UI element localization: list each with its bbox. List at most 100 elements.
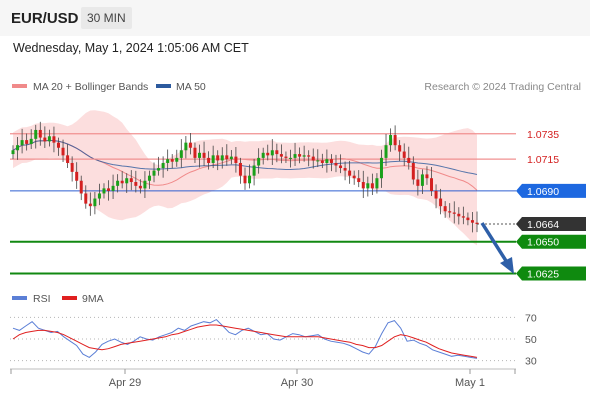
candle-body	[261, 152, 265, 158]
candle-body	[439, 198, 443, 207]
candle-body	[56, 142, 60, 148]
ma50-legend-label: MA 50	[176, 81, 206, 93]
candle-body	[29, 138, 33, 144]
candle-body	[175, 157, 179, 162]
rsi-tick-label: 50	[525, 334, 537, 346]
candle-body	[443, 206, 447, 212]
candle-body	[398, 145, 402, 152]
resistance-label: 1.0735	[527, 129, 559, 141]
candle-body	[193, 147, 197, 158]
candle-body	[466, 217, 470, 221]
candle-body	[138, 185, 142, 189]
candle-body	[402, 151, 406, 158]
candle-body	[184, 142, 188, 151]
candle-body	[234, 156, 238, 163]
rsi-line	[12, 318, 478, 359]
candle-body	[284, 156, 288, 158]
candle-body	[339, 165, 343, 169]
candle-body	[379, 157, 383, 179]
rsi-legend-swatch	[12, 296, 27, 300]
candle-body	[384, 145, 388, 158]
candle-body	[257, 157, 261, 166]
candle-body	[411, 162, 415, 180]
candle-body	[111, 185, 115, 191]
candle-body	[43, 137, 47, 142]
candle-body	[329, 159, 333, 163]
candle-body	[61, 147, 65, 156]
timeframe-badge[interactable]: 30 MIN	[81, 7, 132, 29]
candle-body	[320, 160, 324, 163]
candle-body	[179, 150, 183, 158]
candle-body	[430, 178, 434, 191]
candle-body	[75, 171, 79, 181]
candle-body	[202, 152, 206, 158]
bollinger-fill	[13, 110, 477, 246]
candle-body	[84, 193, 88, 204]
candle-body	[248, 175, 252, 184]
candlesticks	[11, 121, 479, 233]
candle-body	[266, 152, 270, 156]
candle-body	[375, 178, 379, 189]
candle-body	[275, 150, 279, 155]
candle-body	[420, 174, 424, 186]
x-axis-tick-label: Apr 29	[109, 377, 141, 389]
candle-body	[238, 162, 242, 176]
candle-body	[129, 178, 133, 183]
candle-body	[93, 198, 97, 207]
rsi-ma-legend-label: 9MA	[82, 293, 104, 305]
candle-body	[461, 216, 465, 218]
candle-body	[152, 170, 156, 176]
candle-body	[11, 150, 15, 155]
candle-body	[229, 156, 233, 160]
candle-body	[425, 174, 429, 179]
candle-body	[357, 178, 361, 183]
instrument-label: EUR/USD	[11, 10, 79, 27]
candle-body	[38, 129, 42, 138]
candle-body	[448, 211, 452, 213]
chart-datetime: Wednesday, May 1, 2024 1:05:06 AM CET	[13, 41, 249, 55]
candle-body	[366, 183, 370, 189]
candle-body	[216, 155, 220, 161]
candle-body	[143, 180, 147, 189]
candle-body	[252, 165, 256, 176]
candle-body	[70, 162, 74, 172]
candle-body	[361, 182, 365, 189]
candle-body	[52, 136, 56, 143]
support-tag	[516, 234, 586, 249]
candle-body	[120, 180, 124, 184]
candle-body	[311, 156, 315, 161]
candle-body	[20, 140, 24, 146]
candle-body	[134, 182, 138, 186]
forecast-arrow	[480, 222, 514, 274]
candle-body	[198, 152, 202, 158]
rsi-tick-label: 70	[525, 312, 537, 324]
candle-body	[416, 179, 420, 186]
candle-body	[97, 193, 101, 199]
candle-body	[352, 175, 356, 179]
rsi-legend-label: RSI	[33, 293, 51, 305]
candle-body	[34, 129, 38, 139]
rsi-ma-legend-swatch	[62, 296, 77, 300]
candle-body	[393, 135, 397, 146]
candle-body	[279, 154, 283, 157]
support-tag	[516, 266, 586, 281]
candle-body	[470, 220, 474, 223]
bollinger-legend-swatch	[12, 84, 27, 88]
candle-body	[343, 168, 347, 171]
candle-body	[243, 175, 247, 184]
candle-body	[107, 188, 111, 191]
candle-body	[334, 162, 338, 166]
candle-body	[316, 160, 320, 162]
candle-body	[16, 145, 20, 151]
candle-body	[288, 157, 292, 159]
candle-body	[389, 135, 393, 146]
forecast-arrow-shaft	[480, 222, 510, 265]
pivot-label: 1.0690	[527, 186, 559, 198]
candle-body	[348, 170, 352, 176]
candle-body	[125, 178, 129, 184]
candle-body	[147, 175, 151, 181]
x-axis: Apr 29 Apr 30 May 1	[10, 369, 516, 389]
pivot-tag	[516, 183, 586, 198]
candle-body	[166, 159, 170, 163]
